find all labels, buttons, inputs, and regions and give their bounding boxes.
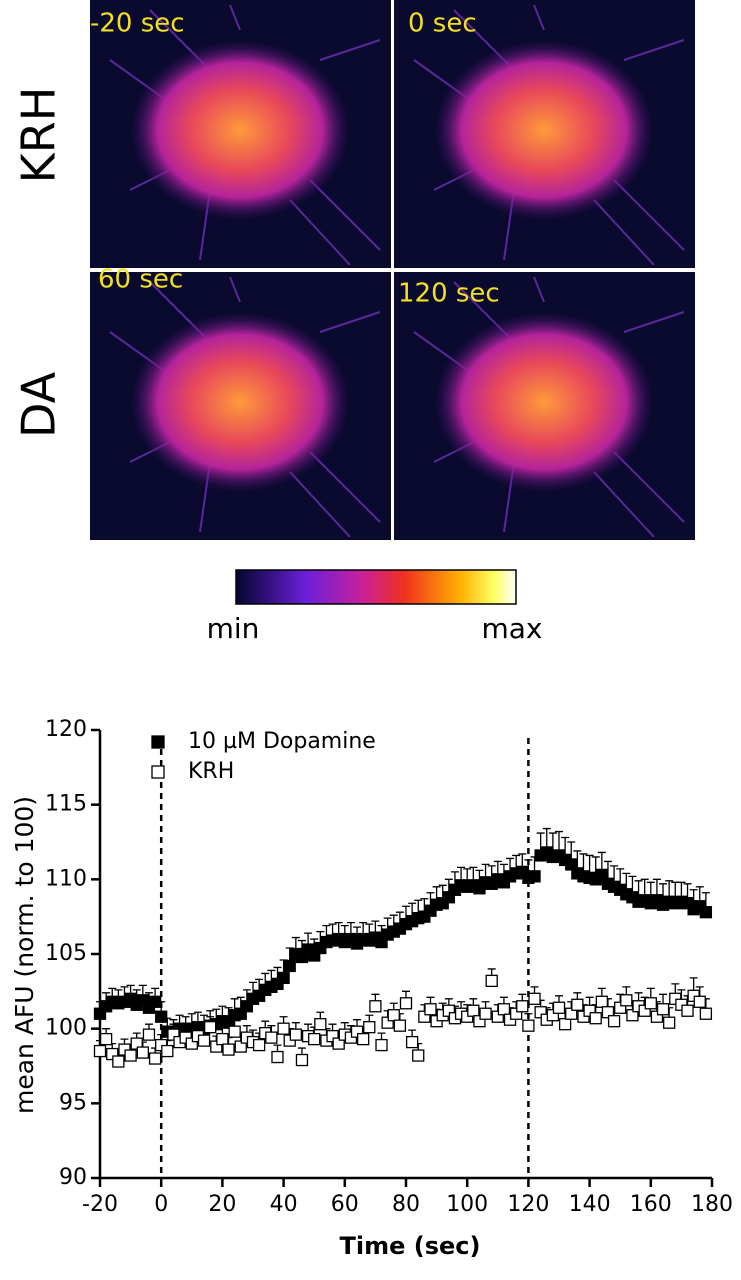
open-marker xyxy=(142,1028,156,1041)
time-label: 0 sec xyxy=(408,9,477,39)
y-tick-label: 90 xyxy=(59,1165,87,1190)
open-marker xyxy=(589,1012,602,1025)
open-marker xyxy=(197,1034,211,1047)
open-marker xyxy=(393,1019,407,1032)
row-label: KRH xyxy=(12,87,66,184)
open-marker xyxy=(412,1049,425,1062)
open-marker xyxy=(289,1028,302,1041)
x-tick-label: 20 xyxy=(208,1192,236,1217)
open-marker xyxy=(571,998,584,1011)
y-tick-label: 105 xyxy=(45,941,87,966)
y-tick-label: 110 xyxy=(45,866,87,891)
open-marker xyxy=(399,997,413,1010)
y-tick-label: 95 xyxy=(59,1090,87,1115)
open-marker xyxy=(295,1053,309,1067)
open-marker xyxy=(99,1032,113,1046)
open-marker xyxy=(265,1031,278,1044)
micrograph xyxy=(393,0,696,269)
open-marker xyxy=(552,1001,566,1014)
colorbar-max: max xyxy=(481,612,542,645)
filled-marker xyxy=(277,971,290,985)
open-marker xyxy=(424,1003,437,1016)
y-axis-label: mean AFU (norm. to 100) xyxy=(10,796,39,1114)
y-tick-label: 120 xyxy=(45,717,87,742)
open-marker xyxy=(369,1000,382,1013)
legend-marker xyxy=(151,735,165,749)
open-marker xyxy=(558,1018,572,1031)
open-marker xyxy=(681,1004,694,1017)
open-marker xyxy=(148,1052,162,1065)
open-marker xyxy=(405,1035,419,1049)
time-label: -20 sec xyxy=(90,9,185,39)
x-axis-label: Time (sec) xyxy=(340,1232,481,1260)
open-marker xyxy=(228,1025,241,1038)
open-marker xyxy=(522,1019,535,1032)
time-label: 60 sec xyxy=(98,265,183,295)
x-tick-label: 140 xyxy=(569,1192,611,1217)
micrograph xyxy=(393,271,696,541)
filled-marker xyxy=(148,995,162,1008)
x-tick-label: 80 xyxy=(392,1192,420,1217)
open-marker xyxy=(124,1049,137,1062)
open-marker xyxy=(620,994,633,1007)
open-marker xyxy=(93,1044,107,1058)
open-marker xyxy=(479,1007,492,1020)
legend-label: 10 µM Dopamine xyxy=(188,729,376,754)
open-marker xyxy=(357,1032,370,1046)
x-tick-label: 180 xyxy=(691,1192,733,1217)
open-marker xyxy=(497,1003,511,1016)
open-marker xyxy=(271,1050,284,1064)
open-marker xyxy=(375,1038,388,1052)
open-marker xyxy=(308,1032,321,1046)
micrograph xyxy=(89,0,392,269)
filled-marker xyxy=(283,959,296,973)
colorbar xyxy=(235,569,517,605)
filled-marker xyxy=(528,870,541,883)
x-tick-label: 100 xyxy=(446,1192,488,1217)
open-marker xyxy=(528,992,541,1005)
open-marker xyxy=(216,1032,229,1046)
open-marker xyxy=(112,1055,125,1068)
open-marker xyxy=(204,1021,217,1034)
filled-marker xyxy=(699,906,713,919)
row-label: DA xyxy=(12,371,66,438)
open-marker xyxy=(314,1018,327,1031)
image-panels: -20 sec 0 sec 60 sec 120 sec KRH DA min … xyxy=(12,0,696,645)
legend-label: KRH xyxy=(188,759,234,784)
legend-marker xyxy=(151,765,165,779)
open-marker xyxy=(363,1021,376,1034)
time-label: 120 sec xyxy=(398,279,500,309)
open-marker xyxy=(656,1003,670,1016)
open-marker xyxy=(467,1004,480,1017)
open-marker xyxy=(252,1038,266,1052)
open-marker xyxy=(161,1044,174,1058)
x-tick-label: 40 xyxy=(270,1192,298,1217)
open-marker xyxy=(136,1046,149,1059)
open-marker xyxy=(699,1007,713,1020)
open-marker xyxy=(485,974,498,988)
open-marker xyxy=(516,1000,529,1013)
y-tick-label: 100 xyxy=(45,1016,87,1041)
open-marker xyxy=(644,997,657,1010)
open-marker xyxy=(693,995,706,1008)
filled-marker xyxy=(155,1010,168,1023)
micrograph xyxy=(89,271,392,541)
open-marker xyxy=(595,995,608,1008)
open-marker xyxy=(222,1043,235,1056)
open-marker xyxy=(663,1016,676,1029)
x-tick-label: 160 xyxy=(630,1192,672,1217)
x-tick-label: -20 xyxy=(82,1192,118,1217)
x-tick-label: 0 xyxy=(154,1192,168,1217)
open-marker xyxy=(277,1022,290,1035)
open-marker xyxy=(387,1009,400,1022)
y-tick-label: 115 xyxy=(45,792,87,817)
x-tick-label: 120 xyxy=(507,1192,549,1217)
colorbar-min: min xyxy=(207,612,260,645)
x-tick-label: 60 xyxy=(331,1192,359,1217)
open-marker xyxy=(607,1015,621,1028)
